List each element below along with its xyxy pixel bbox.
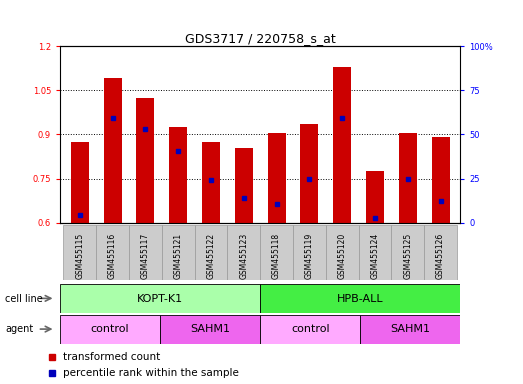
Bar [260,284,460,313]
Bar [333,67,351,223]
Bar [60,315,160,344]
Text: GSM455125: GSM455125 [403,233,412,279]
Text: GSM455122: GSM455122 [207,233,215,279]
Bar [391,225,424,280]
Text: transformed count: transformed count [63,352,161,362]
Text: GSM455119: GSM455119 [305,233,314,279]
Bar [424,225,457,280]
Text: GSM455123: GSM455123 [240,233,248,279]
Text: SAHM1: SAHM1 [390,324,430,334]
Bar [431,137,450,223]
Text: GSM455116: GSM455116 [108,233,117,279]
Bar [293,225,326,280]
Bar [366,171,384,223]
Bar [129,225,162,280]
Bar [399,133,417,223]
Bar [195,225,228,280]
Text: HPB-ALL: HPB-ALL [337,293,383,304]
Bar [235,147,253,223]
Bar [260,225,293,280]
Bar [326,225,359,280]
Bar [162,225,195,280]
Text: GSM455121: GSM455121 [174,233,183,279]
Bar [104,78,122,223]
Bar [60,284,260,313]
Bar [228,225,260,280]
Bar [268,133,286,223]
Text: GSM455126: GSM455126 [436,233,445,279]
Title: GDS3717 / 220758_s_at: GDS3717 / 220758_s_at [185,32,336,45]
Bar [300,124,319,223]
Bar [63,225,96,280]
Text: GSM455120: GSM455120 [338,233,347,279]
Text: control: control [291,324,329,334]
Text: cell line: cell line [5,293,43,304]
Text: GSM455117: GSM455117 [141,233,150,279]
Bar [96,225,129,280]
Text: SAHM1: SAHM1 [190,324,230,334]
Text: GSM455118: GSM455118 [272,233,281,279]
Text: GSM455115: GSM455115 [75,233,84,279]
Bar [260,315,360,344]
Bar [71,142,89,223]
Bar [202,142,220,223]
Text: KOPT-K1: KOPT-K1 [137,293,183,304]
Bar [160,315,260,344]
Bar [359,225,391,280]
Text: control: control [91,324,130,334]
Bar [137,98,154,223]
Bar [169,127,187,223]
Text: agent: agent [5,324,33,334]
Text: percentile rank within the sample: percentile rank within the sample [63,368,239,378]
Bar [360,315,460,344]
Text: GSM455124: GSM455124 [370,233,380,279]
